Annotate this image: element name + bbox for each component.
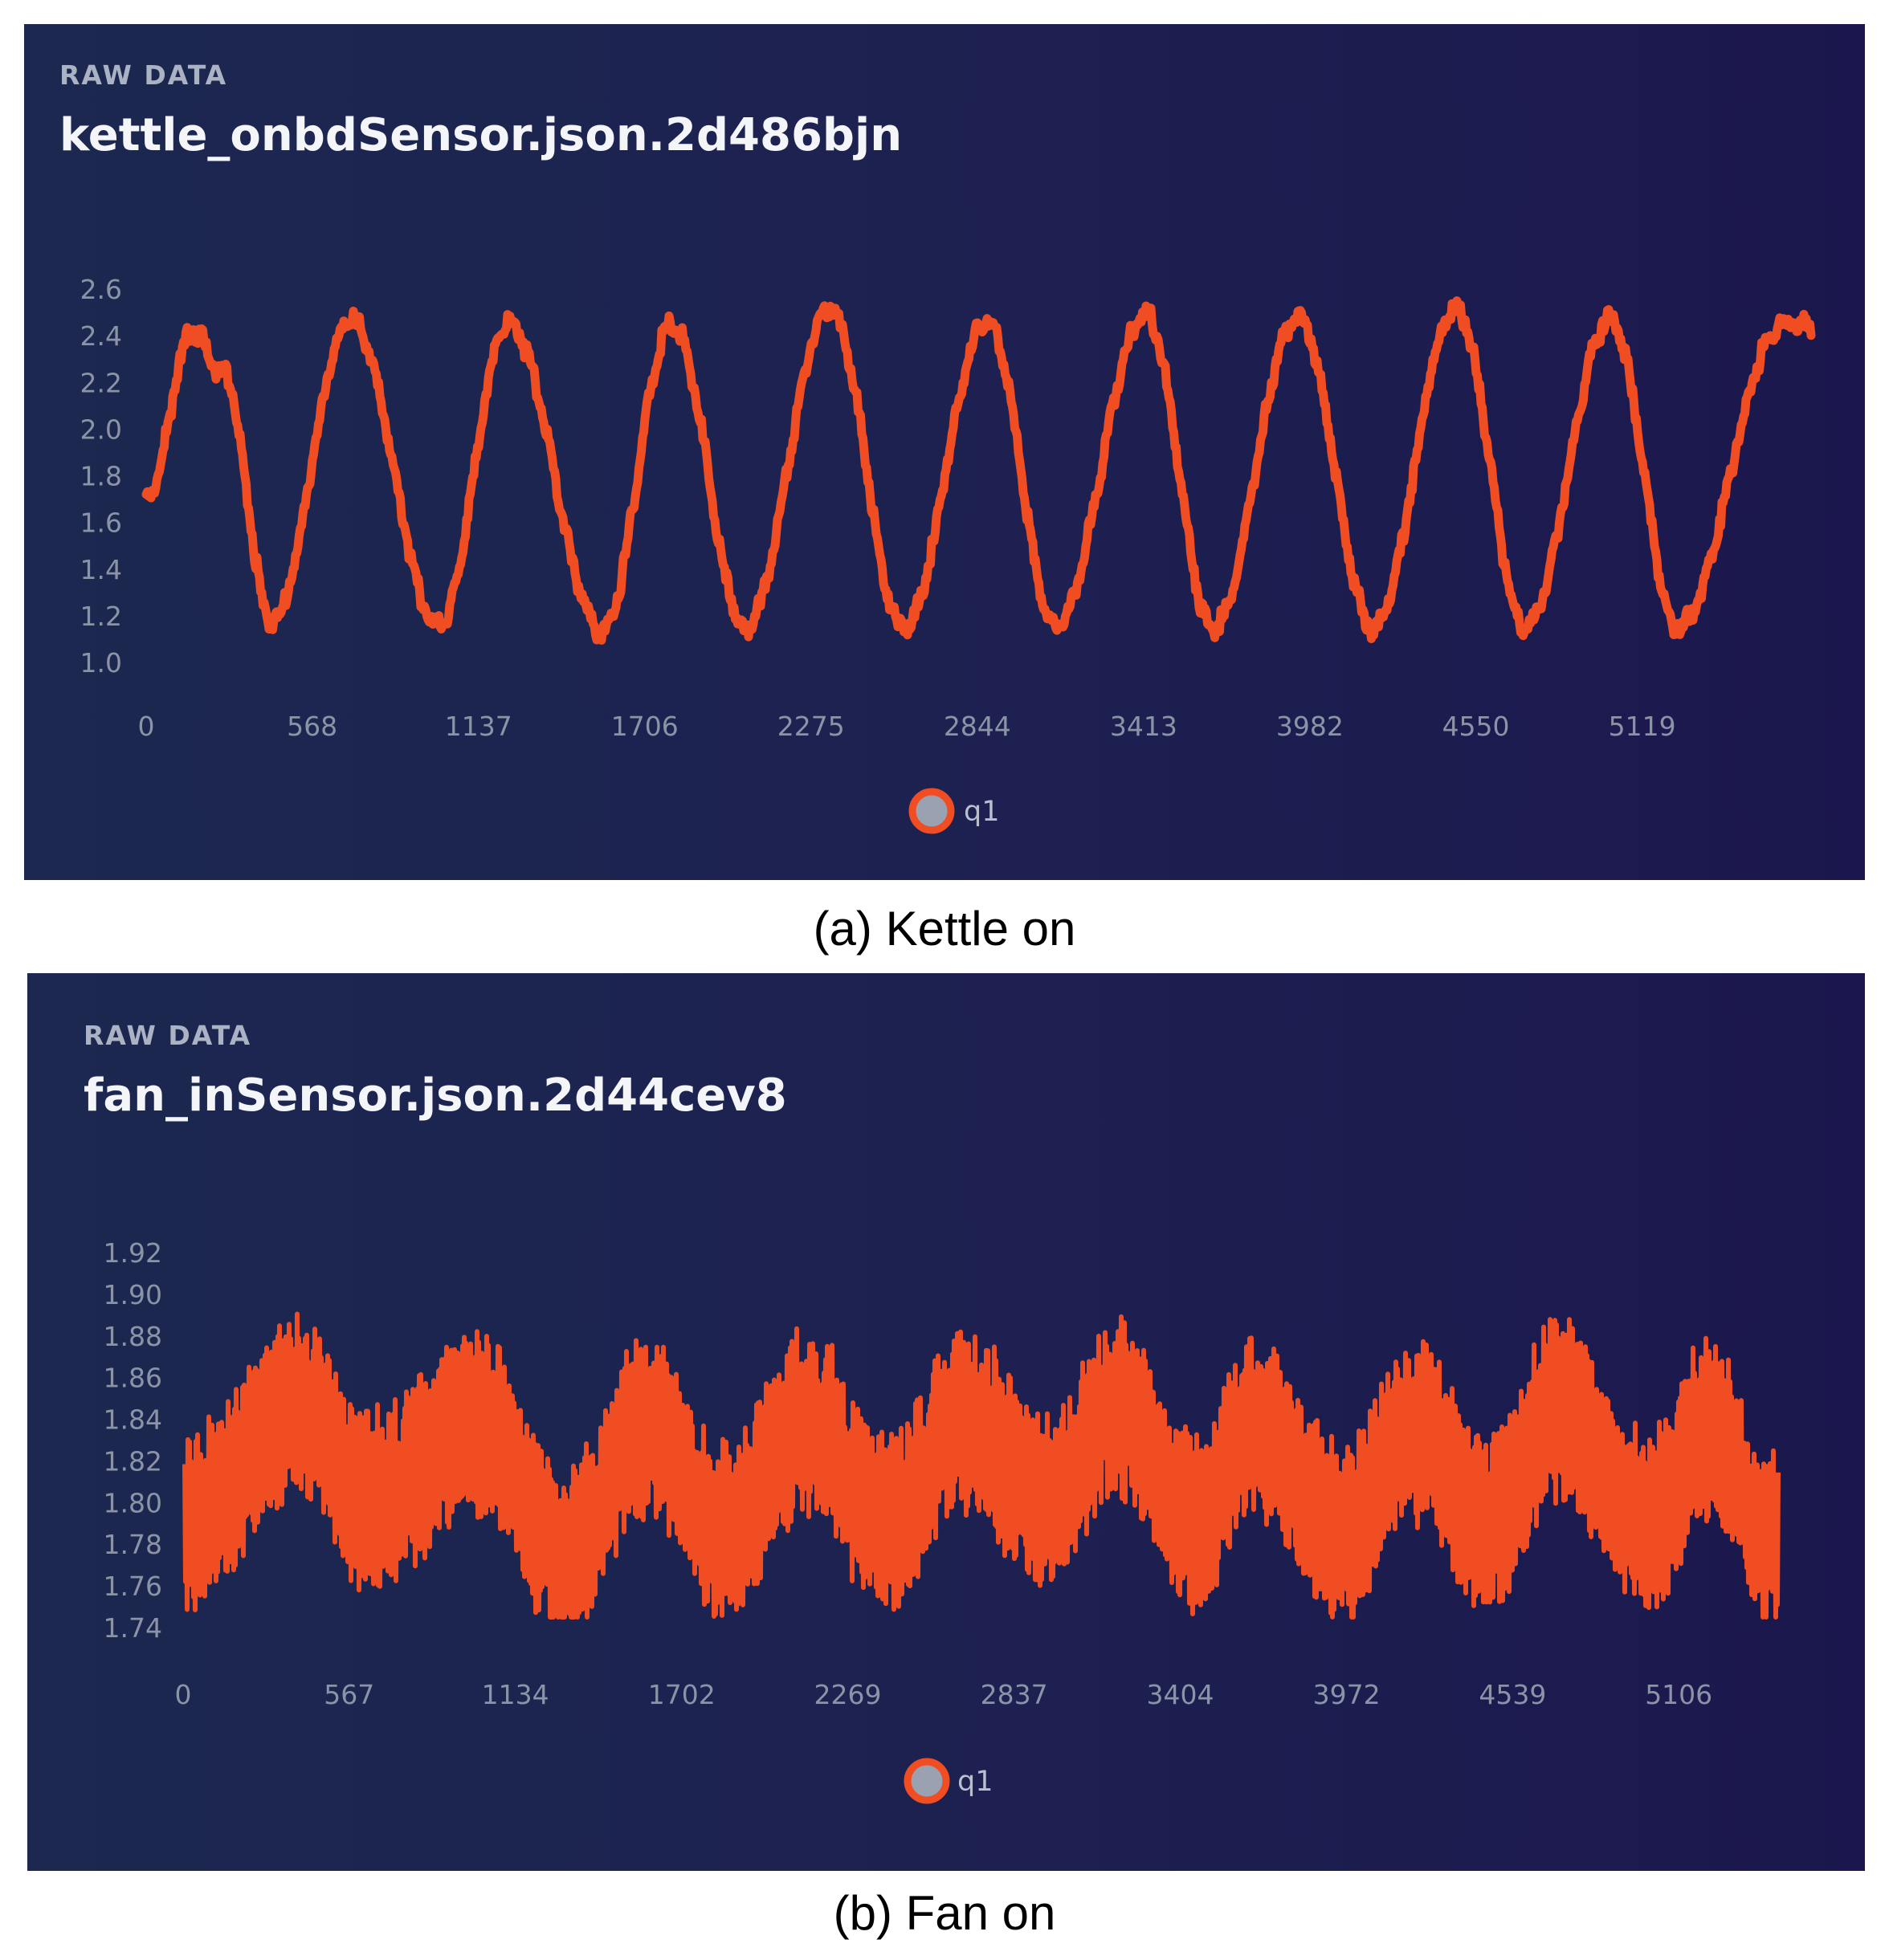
y-tick-label: 2.4: [80, 320, 122, 352]
x-tick-label: 0: [175, 1679, 192, 1710]
y-tick-label: 1.8: [80, 461, 122, 492]
x-tick-label: 1702: [648, 1679, 716, 1710]
x-tick-label: 2269: [814, 1679, 882, 1710]
caption-b: (b) Fan on: [833, 1886, 1056, 1940]
y-tick-label: 1.2: [80, 601, 122, 632]
series-line-q1: [182, 1311, 1781, 1620]
x-tick-label: 4550: [1442, 711, 1510, 742]
y-tick-label: 2.6: [80, 274, 122, 305]
y-tick-label: 1.84: [104, 1404, 162, 1436]
panel-title: fan_inSensor.json.2d44cev8: [84, 1070, 787, 1122]
y-tick-label: 1.82: [104, 1445, 162, 1477]
panel-title: kettle_onbdSensor.json.2d486bjn: [59, 109, 903, 161]
x-tick-label: 1134: [482, 1679, 549, 1710]
x-tick-label: 2837: [981, 1679, 1048, 1710]
y-tick-label: 1.4: [80, 554, 122, 585]
legend-marker-q1[interactable]: [908, 788, 955, 834]
x-tick-label: 5119: [1609, 711, 1676, 742]
x-tick-label: 5106: [1645, 1679, 1712, 1710]
y-tick-label: 1.76: [104, 1571, 162, 1602]
legend-marker-q1[interactable]: [904, 1758, 950, 1804]
legend-label-q1[interactable]: q1: [957, 1766, 993, 1798]
kettle-line-chart: 1.0 1.2 1.4 1.6 1.8 2.0 2.2 2.4 2.6 0 568 1137 1706…: [80, 274, 1816, 834]
panel-eyebrow: RAW DATA: [59, 59, 228, 91]
x-tick-label: 3404: [1146, 1679, 1214, 1710]
fan-line-chart: 1.74 1.76 1.78 1.80 1.82 1.84 1.86 1.88 1.90 1.92…: [104, 1237, 1781, 1804]
panel-eyebrow: RAW DATA: [84, 1020, 252, 1051]
x-tick-label: 2844: [944, 711, 1011, 742]
caption-a: (a) Kettle on: [813, 902, 1076, 956]
y-tick-label: 1.74: [104, 1612, 162, 1644]
x-tick-label: 4539: [1479, 1679, 1546, 1710]
x-tick-label: 1706: [611, 711, 679, 742]
y-tick-label: 1.88: [104, 1321, 162, 1352]
y-tick-label: 1.80: [104, 1487, 162, 1518]
x-tick-label: 3413: [1110, 711, 1177, 742]
legend[interactable]: q1: [908, 788, 1000, 834]
x-tick-label: 3982: [1276, 711, 1344, 742]
x-tick-label: 567: [324, 1679, 374, 1710]
series-line-q1: [141, 296, 1816, 645]
y-tick-label: 2.2: [80, 367, 122, 398]
x-tick-label: 2275: [777, 711, 845, 742]
y-tick-label: 1.6: [80, 507, 122, 539]
x-tick-label: 1137: [445, 711, 512, 742]
y-tick-label: 1.92: [104, 1237, 162, 1269]
y-tick-label: 2.0: [80, 414, 122, 445]
chart-panel-fan: RAW DATA fan_inSensor.json.2d44cev8 1.74…: [27, 973, 1865, 1871]
legend-label-q1[interactable]: q1: [964, 796, 1000, 828]
x-tick-label: 568: [287, 711, 337, 742]
chart-panel-kettle: RAW DATA kettle_onbdSensor.json.2d486bjn…: [24, 24, 1865, 880]
x-tick-label: 0: [138, 711, 155, 742]
y-tick-label: 1.86: [104, 1363, 162, 1394]
y-tick-label: 1.90: [104, 1279, 162, 1310]
x-tick-label: 3972: [1313, 1679, 1381, 1710]
y-tick-label: 1.0: [80, 647, 122, 678]
y-tick-label: 1.78: [104, 1529, 162, 1560]
legend[interactable]: q1: [904, 1758, 993, 1804]
